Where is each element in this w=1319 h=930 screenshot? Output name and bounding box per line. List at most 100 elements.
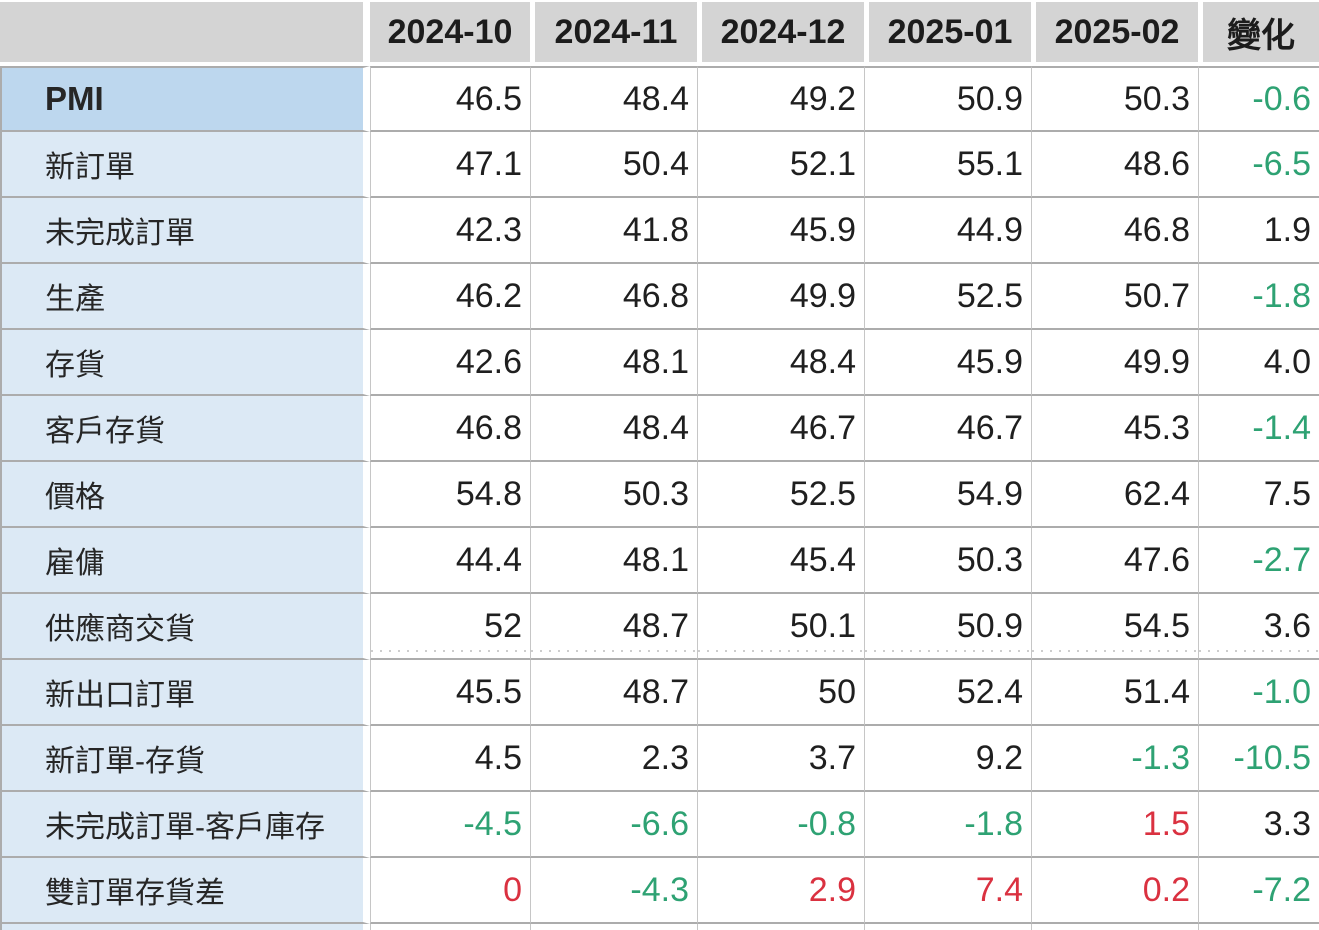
data-cell: 45.9 (697, 198, 864, 264)
data-cell: 52.1 (697, 132, 864, 198)
data-cell: -0.8 (697, 792, 864, 858)
data-cell: 50.7 (1031, 264, 1198, 330)
data-cell: -2.7 (1198, 528, 1319, 594)
column-header-2: 2024-12 (697, 0, 864, 66)
row-label-cell: 雙訂單存貨差 (0, 858, 370, 924)
row-label-cell: 客戶存貨 (0, 396, 370, 462)
data-cell: 52.5 (864, 264, 1031, 330)
data-cell: 45.9 (864, 330, 1031, 396)
table-row-5: 客戶存貨 46.8 48.4 46.7 46.7 45.3 -1.4 (0, 396, 1319, 462)
row-label-cell: 新訂單-存貨 (0, 726, 370, 792)
data-cell: 4.0 (1198, 330, 1319, 396)
table-row-11: 未完成訂單-客戶庫存 -4.5 -6.6 -0.8 -1.8 1.5 3.3 (0, 792, 1319, 858)
data-cell: 0 (370, 858, 530, 924)
data-cell: 55.1 (864, 132, 1031, 198)
table-row-4: 存貨 42.6 48.1 48.4 45.9 49.9 4.0 (0, 330, 1319, 396)
data-cell: -6.6 (530, 792, 697, 858)
data-cell: 4.5 (370, 726, 530, 792)
row-label-cell: 未完成訂單-客戶庫存 (0, 792, 370, 858)
column-header-0: 2024-10 (370, 0, 530, 66)
table-header: 2024-10 2024-11 2024-12 2025-01 2025-02 變化 (0, 0, 1319, 66)
table-row-12: 雙訂單存貨差 0 -4.3 2.9 7.4 0.2 -7.2 (0, 858, 1319, 924)
data-cell: 48.7 (530, 594, 697, 660)
data-cell: 42.6 (370, 330, 530, 396)
table-row-8: 供應商交貨 52 48.7 50.1 50.9 54.5 3.6 (0, 594, 1319, 660)
data-cell: -1.8 (864, 792, 1031, 858)
data-cell: 50.1 (697, 594, 864, 660)
data-cell: 1.9 (1198, 198, 1319, 264)
data-cell: 48.7 (530, 660, 697, 726)
data-cell (1031, 924, 1198, 930)
data-cell: 46.8 (370, 396, 530, 462)
header-row: 2024-10 2024-11 2024-12 2025-01 2025-02 變化 (0, 0, 1319, 66)
data-cell: 48.1 (530, 330, 697, 396)
data-cell: 45.3 (1031, 396, 1198, 462)
data-cell: 50 (697, 660, 864, 726)
cutoff-row (0, 924, 1319, 930)
row-label-cell: 存貨 (0, 330, 370, 396)
data-cell: 44.4 (370, 528, 530, 594)
data-cell: 48.6 (1031, 132, 1198, 198)
row-label-cell: 供應商交貨 (0, 594, 370, 660)
data-cell: -4.5 (370, 792, 530, 858)
table-row-0: PMI 46.5 48.4 49.2 50.9 50.3 -0.6 (0, 66, 1319, 132)
table-row-2: 未完成訂單 42.3 41.8 45.9 44.9 46.8 1.9 (0, 198, 1319, 264)
data-cell: -6.5 (1198, 132, 1319, 198)
data-cell: -0.6 (1198, 66, 1319, 132)
table-row-3: 生產 46.2 46.8 49.9 52.5 50.7 -1.8 (0, 264, 1319, 330)
data-cell: 46.7 (697, 396, 864, 462)
row-label-cell (0, 924, 370, 930)
column-header-1: 2024-11 (530, 0, 697, 66)
data-cell: 49.9 (697, 264, 864, 330)
table-body: PMI 46.5 48.4 49.2 50.9 50.3 -0.6 新訂單 47.1 50.4 52… (0, 66, 1319, 930)
column-header-4: 2025-02 (1031, 0, 1198, 66)
data-cell: 52.5 (697, 462, 864, 528)
data-cell (864, 924, 1031, 930)
data-cell: 54.8 (370, 462, 530, 528)
data-cell: 54.9 (864, 462, 1031, 528)
table-row-10: 新訂單-存貨 4.5 2.3 3.7 9.2 -1.3 -10.5 (0, 726, 1319, 792)
row-label-cell: PMI (0, 66, 370, 132)
data-cell: 45.4 (697, 528, 864, 594)
data-cell: 52.4 (864, 660, 1031, 726)
data-cell: 50.9 (864, 594, 1031, 660)
data-cell: 48.4 (697, 330, 864, 396)
data-cell: 7.5 (1198, 462, 1319, 528)
table-row-9: 新出口訂單 45.5 48.7 50 52.4 51.4 -1.0 (0, 660, 1319, 726)
data-cell: 50.4 (530, 132, 697, 198)
data-cell: 49.2 (697, 66, 864, 132)
data-cell: 48.1 (530, 528, 697, 594)
data-cell: 2.9 (697, 858, 864, 924)
data-cell: 47.1 (370, 132, 530, 198)
data-cell: 45.5 (370, 660, 530, 726)
data-cell: 47.6 (1031, 528, 1198, 594)
table-row-6: 價格 54.8 50.3 52.5 54.9 62.4 7.5 (0, 462, 1319, 528)
data-cell: 3.3 (1198, 792, 1319, 858)
data-cell: 50.3 (1031, 66, 1198, 132)
data-cell: 62.4 (1031, 462, 1198, 528)
table-row-1: 新訂單 47.1 50.4 52.1 55.1 48.6 -6.5 (0, 132, 1319, 198)
row-label-cell: 新出口訂單 (0, 660, 370, 726)
data-cell: 41.8 (530, 198, 697, 264)
data-cell (1198, 924, 1319, 930)
data-cell: -1.4 (1198, 396, 1319, 462)
row-label-cell: 新訂單 (0, 132, 370, 198)
data-cell: -1.8 (1198, 264, 1319, 330)
row-label-cell: 生產 (0, 264, 370, 330)
data-cell: 51.4 (1031, 660, 1198, 726)
data-cell (697, 924, 864, 930)
data-cell: 54.5 (1031, 594, 1198, 660)
column-header-5: 變化 (1198, 0, 1319, 66)
data-cell: -7.2 (1198, 858, 1319, 924)
data-cell: 7.4 (864, 858, 1031, 924)
data-cell (530, 924, 697, 930)
data-cell: -10.5 (1198, 726, 1319, 792)
column-header-3: 2025-01 (864, 0, 1031, 66)
data-cell: 3.6 (1198, 594, 1319, 660)
data-cell: 46.8 (530, 264, 697, 330)
data-cell: 52 (370, 594, 530, 660)
data-cell: 50.3 (864, 528, 1031, 594)
data-cell: -1.0 (1198, 660, 1319, 726)
row-label-cell: 未完成訂單 (0, 198, 370, 264)
data-cell: 46.5 (370, 66, 530, 132)
